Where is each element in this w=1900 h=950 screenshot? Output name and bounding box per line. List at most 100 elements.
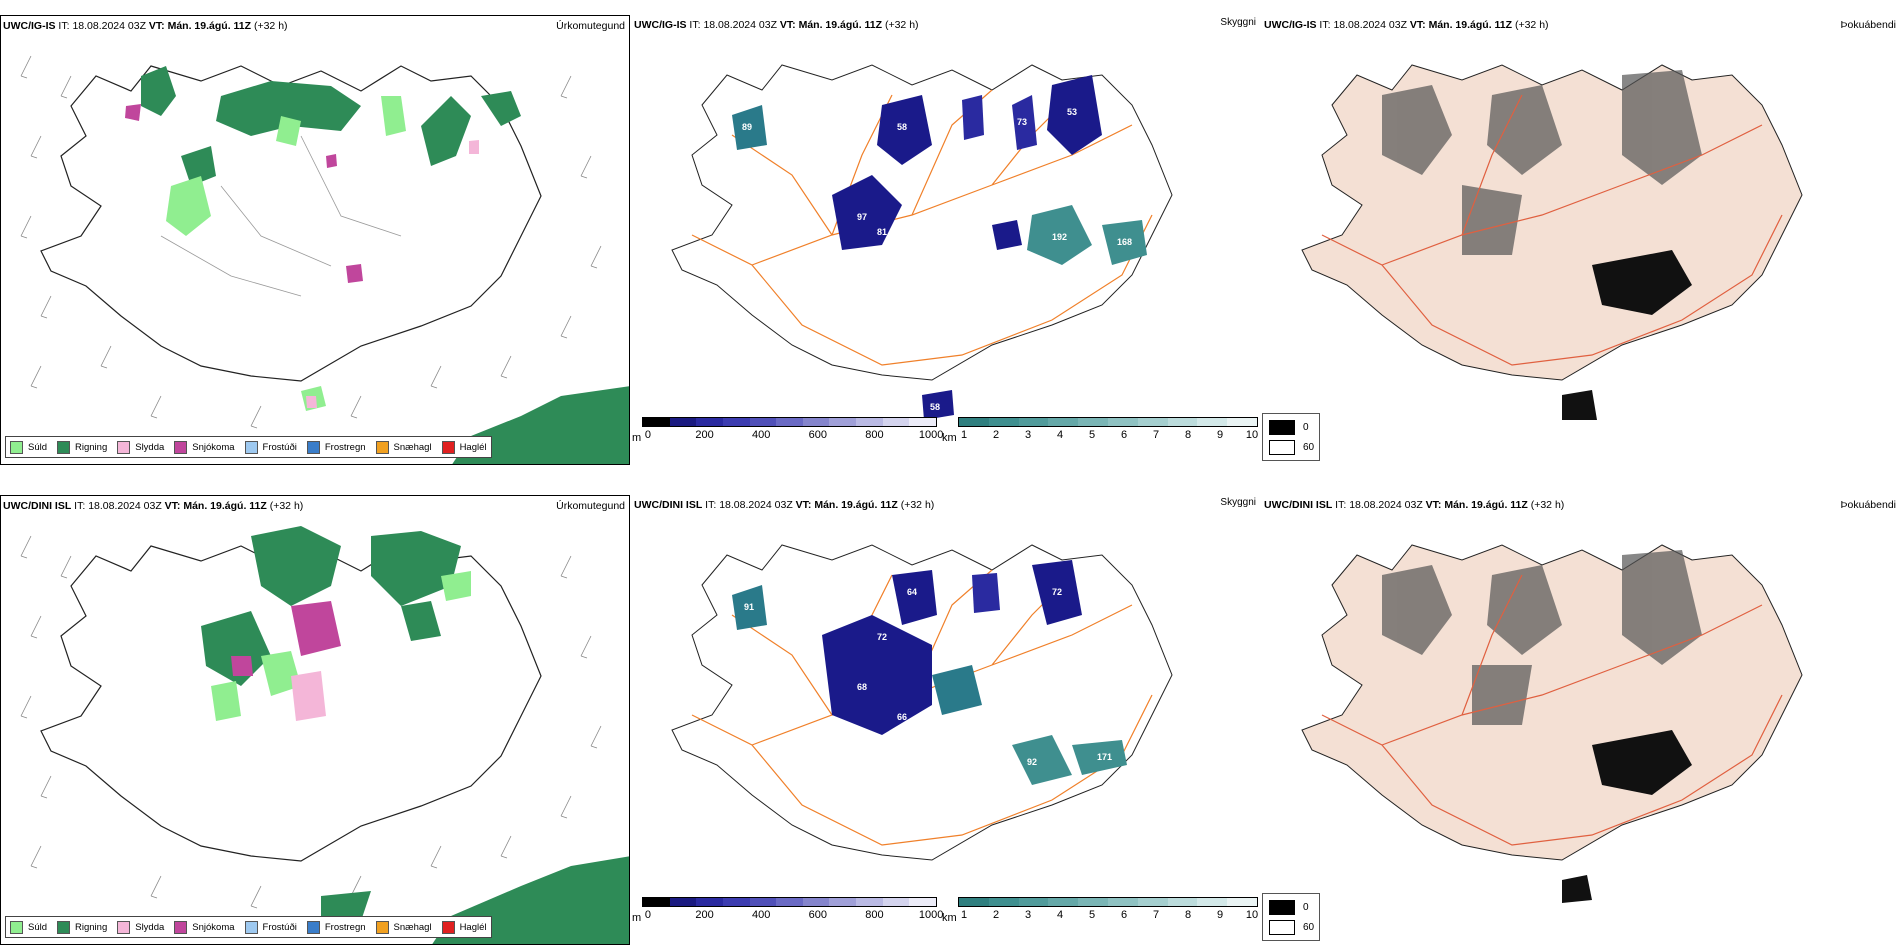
colorbar-tick: 800 — [865, 429, 884, 441]
base-colorbar-strip — [958, 897, 1258, 907]
cloud-label: 81 — [877, 227, 887, 237]
legend-item: Rigning — [57, 440, 107, 454]
legend-item: Frostregn — [306, 920, 366, 934]
height-colorbar-strip — [642, 897, 937, 907]
snow-areas — [231, 601, 341, 676]
drizzle-areas — [211, 571, 471, 721]
legend-item: Haglél — [441, 440, 487, 454]
snow-pellets-swatch — [375, 440, 389, 454]
base-unit: km — [942, 912, 957, 924]
colorbar-tick: 7 — [1152, 909, 1160, 921]
colorbar-tick: 2 — [992, 429, 1000, 441]
legend-item: Rigning — [57, 920, 107, 934]
colorbar-segment — [882, 898, 910, 906]
fog-title: Þokuábendi — [1840, 499, 1896, 511]
colorbar-segment — [643, 418, 670, 426]
visibility-legend-2: 0 60 — [1262, 893, 1320, 941]
height-unit: m — [632, 912, 642, 924]
legend-item: Snæhagl — [375, 920, 432, 934]
roads — [691, 89, 1153, 366]
fog-map — [1301, 544, 1803, 903]
colorbar-segment — [1167, 418, 1198, 426]
freezing-drizzle-swatch — [244, 920, 258, 934]
colorbar-segment — [802, 898, 830, 906]
dense-fog — [1592, 730, 1692, 795]
sleet-swatch — [117, 440, 131, 454]
sleet-areas — [306, 140, 479, 408]
colorbar-segment — [1137, 898, 1168, 906]
colorbar-segment — [1078, 898, 1108, 906]
cloud-label: 58 — [930, 402, 940, 412]
sleet-swatch — [117, 920, 131, 934]
base-colorbar-2: 1 2 3 4 5 6 7 8 9 10 — [958, 897, 1258, 927]
precip-type-title: Úrkomutegund — [556, 500, 625, 512]
colorbar-segment — [802, 418, 830, 426]
colorbar-tick: 0 — [644, 429, 651, 441]
base-colorbar-1: 1 2 3 4 5 6 7 8 9 10 — [958, 417, 1258, 447]
colorbar-segment — [1167, 898, 1198, 906]
legend-item: Súld — [10, 920, 47, 934]
hail-swatch — [441, 920, 455, 934]
colorbar-segment — [749, 898, 777, 906]
cloud-label: 89 — [742, 122, 752, 132]
height-colorbar-strip — [642, 417, 937, 427]
snow-swatch — [174, 440, 188, 454]
cloud-areas — [732, 75, 1147, 420]
colorbar-segment — [1197, 898, 1228, 906]
cloud-label: 171 — [1097, 752, 1112, 762]
base-colorbar-strip — [958, 417, 1258, 427]
colorbar-segment — [643, 898, 670, 906]
colorbar-segment — [1078, 418, 1108, 426]
colorbar-segment — [856, 418, 883, 426]
colorbar-segment — [1048, 418, 1079, 426]
visibility-legend-row: 0 — [1269, 420, 1309, 435]
colorbar-segment — [696, 898, 723, 906]
legend-item: Frostúði — [244, 920, 297, 934]
height-colorbar-1: 0 200 400 600 800 1000 — [642, 417, 943, 447]
legend-item: Súld — [10, 440, 47, 454]
colorbar-segment — [1048, 898, 1079, 906]
cloud-label: 58 — [897, 122, 907, 132]
colorbar-segment — [959, 898, 989, 906]
colorbar-tick: 400 — [751, 909, 771, 921]
colorbar-segment — [909, 418, 937, 426]
cloud-label: 168 — [1117, 237, 1132, 247]
colorbar-tick: 10 — [1245, 429, 1259, 441]
legend-item: Snjókoma — [174, 440, 235, 454]
cloud-panel-1: UWC/IG-IS IT: 18.08.2024 03Z VT: Mán. 19… — [632, 15, 1258, 465]
colorbar-tick: 3 — [1024, 429, 1032, 441]
colorbar-tick: 1000 — [918, 429, 944, 441]
cloud-label: 72 — [877, 632, 887, 642]
colorbar-tick: 4 — [1056, 909, 1064, 921]
colorbar-tick: 10 — [1245, 909, 1259, 921]
colorbar-tick: 5 — [1088, 909, 1096, 921]
precip-type-panel-1: UWC/IG-IS IT: 18.08.2024 03Z VT: Mán. 19… — [0, 15, 630, 465]
colorbar-tick: 1 — [960, 429, 968, 441]
fog-title: Þokuábendi — [1840, 19, 1896, 31]
panel-title: UWC/DINI ISL IT: 18.08.2024 03Z VT: Mán.… — [3, 500, 304, 512]
colorbar-segment — [1137, 418, 1168, 426]
precip-type-title: Úrkomutegund — [556, 20, 625, 32]
rain-swatch — [57, 440, 71, 454]
cloud-label: 91 — [744, 602, 754, 612]
snow-areas — [125, 104, 363, 283]
legend-item: Slydda — [117, 920, 164, 934]
fog-shading — [1382, 550, 1702, 725]
colorbar-segment — [829, 898, 857, 906]
legend-item: Haglél — [441, 920, 487, 934]
visibility-legend-row: 60 — [1269, 920, 1314, 935]
visibility-legend-row: 60 — [1269, 440, 1314, 455]
panel-title: UWC/DINI ISL IT: 18.08.2024 03Z VT: Mán.… — [634, 499, 935, 511]
colorbar-tick: 8 — [1184, 909, 1192, 921]
cloud-map: 89 97 81 58 73 53 192 168 58 — [671, 64, 1173, 420]
hail-swatch — [441, 440, 455, 454]
colorbar-segment — [988, 418, 1019, 426]
freezing-rain-swatch — [306, 920, 320, 934]
colorbar-segment — [959, 418, 989, 426]
colorbar-tick: 8 — [1184, 429, 1192, 441]
colorbar-segment — [776, 418, 803, 426]
roads — [1321, 574, 1783, 846]
panel-title: UWC/DINI ISL IT: 18.08.2024 03Z VT: Mán.… — [1264, 499, 1565, 511]
colorbar-tick: 6 — [1120, 429, 1128, 441]
colorbar-tick: 800 — [865, 909, 884, 921]
